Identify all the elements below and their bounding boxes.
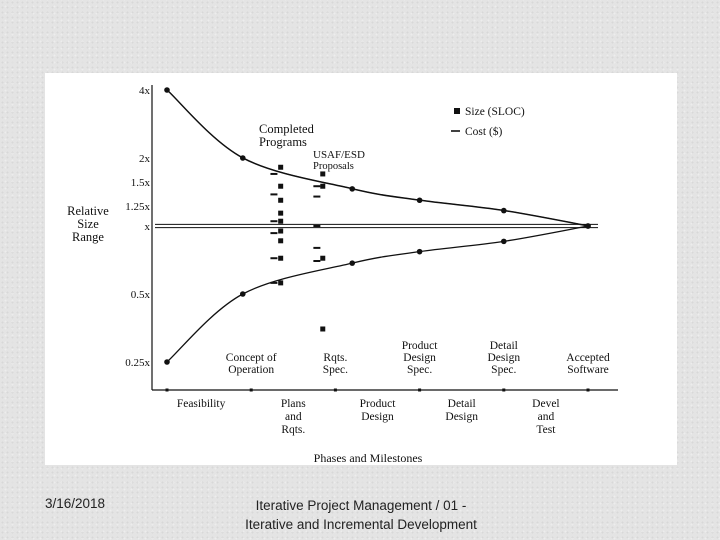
- size-data-point: [164, 87, 170, 93]
- milestone-label: Product Design Spec.: [402, 340, 439, 376]
- size-data-point: [501, 238, 507, 245]
- y-tick-label: 4x: [139, 85, 151, 97]
- size-data-point: [349, 186, 356, 192]
- phase-label: Feasibility: [177, 398, 226, 410]
- completed-program-point: [320, 326, 326, 332]
- completed-program-point: [278, 280, 284, 286]
- cost-upper-curve: [166, 89, 589, 226]
- completed-program-point: [278, 164, 284, 170]
- size-data-point: [239, 155, 246, 161]
- size-data-point: [416, 248, 423, 255]
- size-data-point: [501, 207, 507, 214]
- milestone-label: Detail Design Spec.: [488, 340, 521, 376]
- usaf-esd-annotation-line1: USAF/ESD: [313, 149, 365, 161]
- milestone-label: Concept of Operation: [226, 352, 277, 376]
- completed-program-point: [278, 238, 284, 244]
- y-tick-label: 1.25x: [125, 201, 150, 213]
- legend-size-swatch: [454, 108, 460, 114]
- milestone-tick: [502, 388, 506, 392]
- completed-program-point: [320, 171, 326, 177]
- cone-of-uncertainty-figure: 4x 2x 1.5x 1.25x x 0.5x 0.25x Relative Size Range…: [45, 73, 677, 465]
- phase-label: Plans and Rqts.: [281, 398, 306, 436]
- phase-label: Product Design: [360, 398, 397, 423]
- milestone-tick: [249, 388, 253, 392]
- milestone-label: Accepted Software: [566, 352, 610, 376]
- milestone-label: Rqts. Spec.: [323, 352, 348, 376]
- y-tick-label: x: [145, 221, 151, 233]
- size-data-point: [585, 223, 591, 229]
- y-tick-label: 0.5x: [131, 289, 151, 301]
- size-data-point: [239, 291, 246, 297]
- usaf-esd-annotation-line2: Proposals: [313, 161, 354, 172]
- size-data-point: [349, 260, 356, 266]
- phase-label: Detail Design: [445, 398, 478, 423]
- size-data-point: [164, 359, 170, 365]
- y-axis-title: Relative Size Range: [67, 204, 109, 244]
- completed-program-point: [320, 255, 326, 261]
- y-tick-label: 2x: [139, 153, 151, 165]
- completed-program-point: [320, 183, 326, 189]
- milestone-tick: [418, 388, 422, 392]
- milestone-tick: [586, 388, 590, 392]
- completed-program-point: [278, 218, 284, 224]
- completed-program-point: [278, 210, 284, 216]
- y-tick-label: 0.25x: [125, 357, 150, 369]
- y-tick-label: 1.5x: [131, 177, 151, 189]
- completed-program-point: [278, 197, 284, 203]
- legend-size-label: Size (SLOC): [465, 106, 525, 118]
- cone-of-uncertainty-chart: 4x 2x 1.5x 1.25x x 0.5x 0.25x Relative Size Range…: [67, 85, 618, 465]
- completed-program-point: [278, 255, 284, 261]
- milestone-tick: [333, 388, 337, 392]
- completed-programs-annotation: Completed Programs: [259, 122, 315, 149]
- completed-program-point: [278, 228, 284, 234]
- phase-label: Devel and Test: [532, 398, 559, 436]
- x-axis-title: Phases and Milestones: [314, 451, 423, 465]
- size-lower-curve: [166, 225, 589, 363]
- footer-title: Iterative Project Management / 01 - Iter…: [245, 498, 477, 532]
- size-upper-curve: [166, 89, 589, 227]
- completed-program-point: [278, 183, 284, 189]
- milestone-tick: [165, 388, 169, 392]
- footer-date: 3/16/2018: [45, 496, 106, 511]
- size-data-point: [416, 197, 423, 204]
- legend-cost-label: Cost ($): [465, 125, 503, 138]
